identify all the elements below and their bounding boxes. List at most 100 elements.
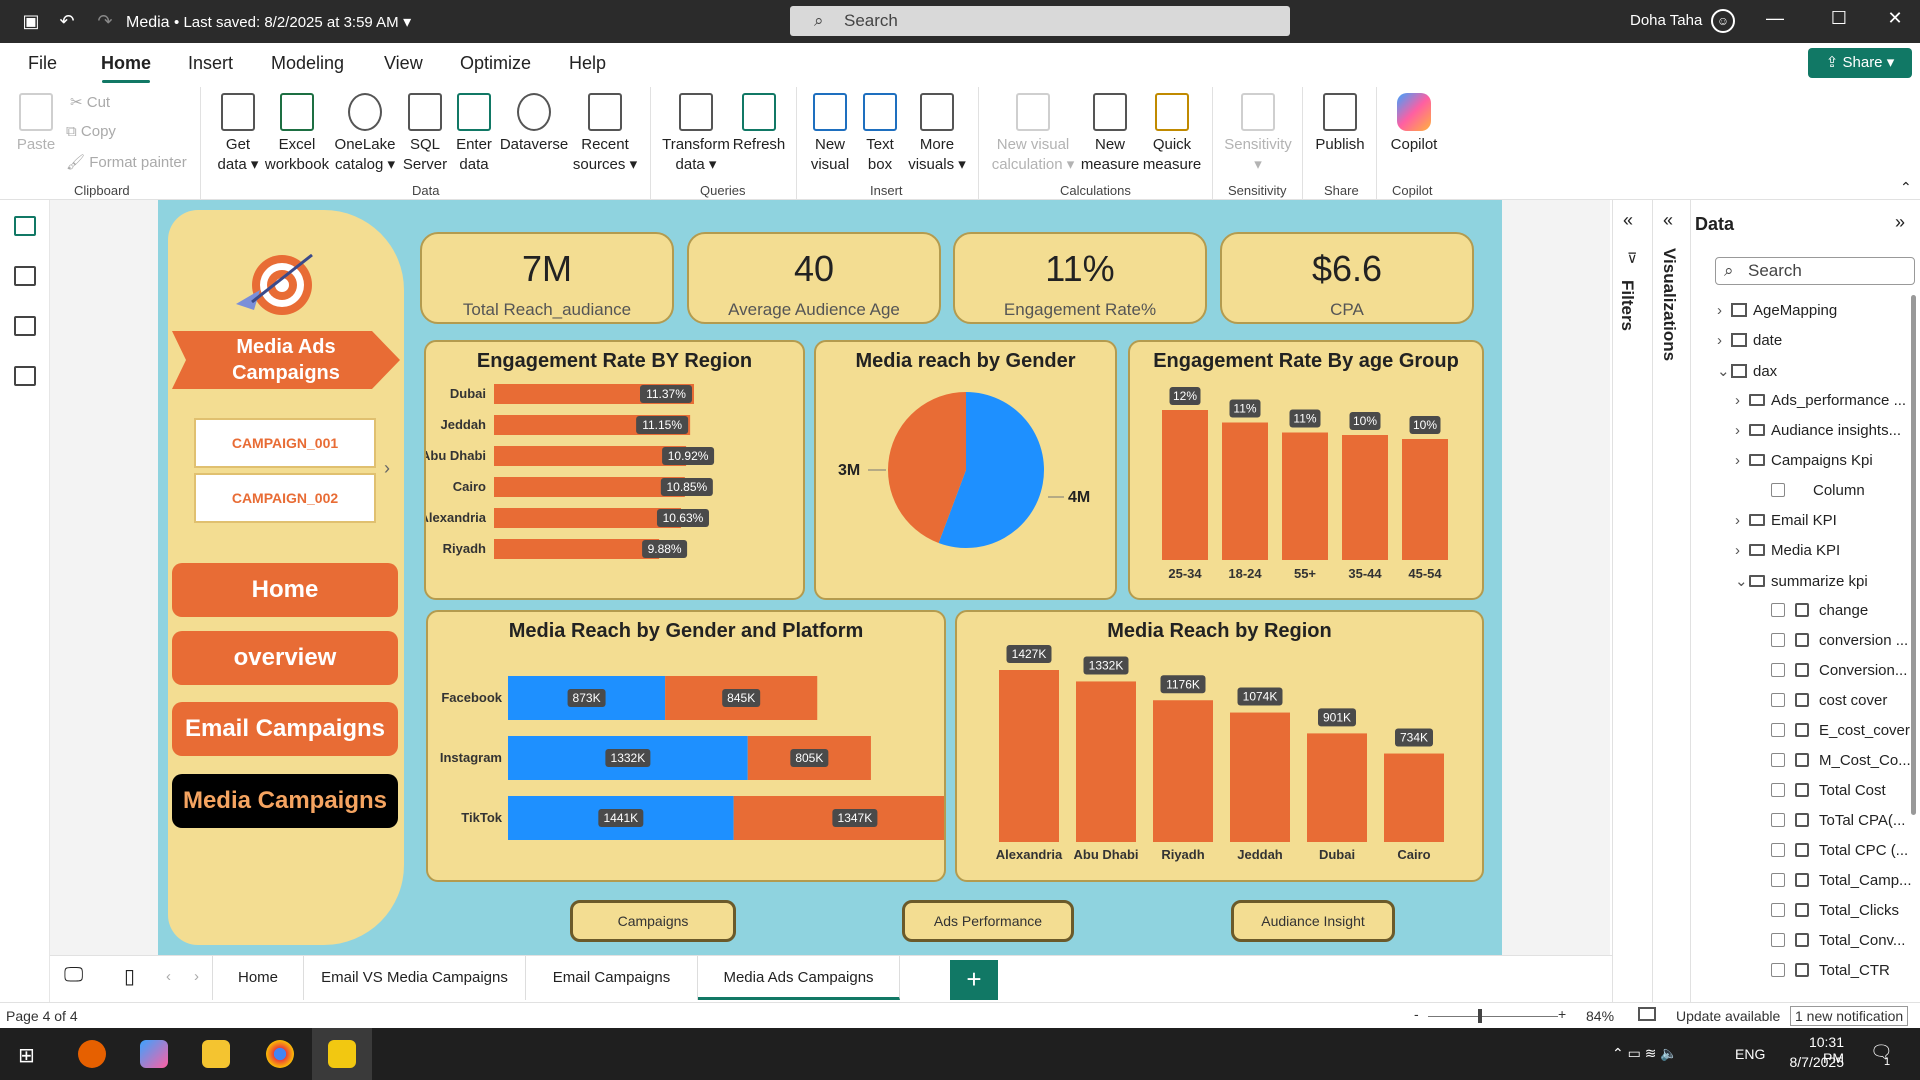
quick-measure-button[interactable]: Quick measure xyxy=(1140,93,1204,175)
sql-server-button[interactable]: SQL Server xyxy=(400,93,450,175)
collapse-ribbon-icon[interactable]: ⌃ xyxy=(1900,179,1912,195)
notification-badge[interactable]: 1 new notification xyxy=(1790,1006,1909,1026)
file-explorer-icon[interactable] xyxy=(202,1040,230,1068)
chart-card-reach-region[interactable]: Media Reach by Region 1427K Alexandria 133… xyxy=(955,610,1484,882)
field-item[interactable]: M_Cost_Co... xyxy=(1771,752,1911,769)
close-icon[interactable]: ✕ xyxy=(1887,8,1903,28)
checkbox[interactable] xyxy=(1771,663,1785,677)
expand-filters-icon[interactable]: « xyxy=(1623,210,1634,230)
field-item[interactable]: › Media KPI xyxy=(1735,542,1840,559)
chrome-icon[interactable] xyxy=(266,1040,294,1068)
dataverse-button[interactable]: Dataverse xyxy=(496,93,572,155)
field-item[interactable]: ⌄ dax xyxy=(1717,362,1777,380)
collapse-data-pane-icon[interactable]: » xyxy=(1895,212,1906,232)
field-item[interactable]: Total_Camp... xyxy=(1771,872,1912,889)
menu-home[interactable]: Home xyxy=(101,53,152,73)
zoom-in-button[interactable]: + xyxy=(1558,1006,1567,1022)
expand-visualizations-icon[interactable]: « xyxy=(1663,210,1674,230)
zoom-slider[interactable] xyxy=(1428,1016,1558,1017)
field-item[interactable]: Total CPC (... xyxy=(1771,842,1908,859)
paste-button[interactable]: Paste xyxy=(14,93,58,155)
expand-chevron-icon[interactable]: › xyxy=(1735,422,1740,439)
checkbox[interactable] xyxy=(1771,873,1785,887)
clock-date[interactable]: 8/7/2025 xyxy=(1789,1054,1845,1070)
checkbox[interactable] xyxy=(1771,843,1785,857)
transform-data-button[interactable]: Transform data ▾ xyxy=(660,93,732,175)
checkbox[interactable] xyxy=(1771,933,1785,947)
field-item[interactable]: change xyxy=(1771,602,1868,619)
language-indicator[interactable]: ENG xyxy=(1735,1046,1766,1062)
nav-overview-button[interactable]: overview xyxy=(172,631,398,685)
field-item[interactable]: Conversion... xyxy=(1771,662,1907,679)
field-item[interactable]: › Audiance insights... xyxy=(1735,422,1901,439)
filters-pane-collapsed[interactable]: « ⊽ Filters xyxy=(1613,200,1653,1010)
text-box-button[interactable]: Text box xyxy=(858,93,902,175)
cut-button[interactable]: ✂ Cut xyxy=(70,94,111,111)
expand-chevron-icon[interactable]: › xyxy=(1717,302,1722,319)
copy-button[interactable]: ⧉ Copy xyxy=(66,123,116,140)
field-item[interactable]: › Email KPI xyxy=(1735,512,1837,529)
recent-sources-button[interactable]: Recent sources ▾ xyxy=(570,93,640,175)
field-item[interactable]: ⌄ summarize kpi xyxy=(1735,572,1868,590)
chevron-right-icon[interactable]: › xyxy=(384,458,390,478)
field-item[interactable]: › AgeMapping xyxy=(1717,302,1837,319)
avatar[interactable]: ☺ xyxy=(1711,9,1735,33)
publish-button[interactable]: Publish xyxy=(1312,93,1368,155)
checkbox[interactable] xyxy=(1771,603,1785,617)
kpi-card-cpa[interactable]: $6.6 CPA xyxy=(1220,232,1474,324)
format-painter-button[interactable]: 🖌 Format painter xyxy=(66,154,187,171)
nav-home-button[interactable]: Home xyxy=(172,563,398,617)
add-page-button[interactable]: + xyxy=(950,960,998,1000)
field-item[interactable]: Total Cost xyxy=(1771,782,1886,799)
refresh-button[interactable]: Refresh xyxy=(730,93,788,155)
checkbox[interactable] xyxy=(1771,723,1785,737)
get-data-button[interactable]: Get data ▾ xyxy=(210,93,266,175)
enter-data-button[interactable]: Enter data xyxy=(452,93,496,175)
kpi-card-engagement[interactable]: 11% Engagement Rate% xyxy=(953,232,1207,324)
checkbox[interactable] xyxy=(1771,963,1785,977)
desktop-layout-icon[interactable]: 🖵 xyxy=(64,964,84,986)
field-item[interactable]: cost cover xyxy=(1771,692,1887,709)
visualizations-pane-collapsed[interactable]: « Visualizations xyxy=(1653,200,1691,1010)
onelake-catalog-button[interactable]: OneLake catalog ▾ xyxy=(330,93,400,175)
save-icon[interactable]: ▣ xyxy=(22,11,40,31)
checkbox[interactable] xyxy=(1771,693,1785,707)
field-item[interactable]: E_cost_cover xyxy=(1771,722,1910,739)
menu-help[interactable]: Help xyxy=(569,53,607,73)
new-visual-calculation-button[interactable]: New visual calculation ▾ xyxy=(988,93,1078,175)
table-view-icon[interactable] xyxy=(14,266,36,286)
mobile-layout-icon[interactable]: ▯ xyxy=(124,966,136,988)
field-item[interactable]: Total_Conv... xyxy=(1771,932,1905,949)
share-button[interactable]: ⇪ Share ▾ xyxy=(1808,48,1912,78)
field-item[interactable]: › Ads_performance ... xyxy=(1735,392,1906,409)
notification-center-icon[interactable]: 🗨 xyxy=(1870,1042,1893,1062)
data-search-input[interactable]: ⌕ Search xyxy=(1715,257,1915,285)
clock-time[interactable]: 10:31 PM xyxy=(1808,1034,1844,1066)
copilot-icon[interactable] xyxy=(140,1040,168,1068)
menu-modeling[interactable]: Modeling xyxy=(271,53,345,73)
tab-email-campaigns[interactable]: Email Campaigns xyxy=(526,956,698,1000)
expand-chevron-icon[interactable]: › xyxy=(1735,452,1740,469)
expand-chevron-icon[interactable]: ⌄ xyxy=(1717,363,1730,380)
field-item[interactable]: conversion ... xyxy=(1771,632,1908,649)
fit-to-page-icon[interactable] xyxy=(1638,1007,1656,1021)
menu-view[interactable]: View xyxy=(384,53,423,73)
nav-media-campaigns-button[interactable]: Media Campaigns xyxy=(172,774,398,828)
chart-card-engagement-region[interactable]: Engagement Rate BY Region Dubai 11.37% Jed… xyxy=(424,340,805,600)
field-item[interactable]: Column xyxy=(1771,482,1865,499)
copilot-button[interactable]: Copilot xyxy=(1386,93,1442,155)
field-item[interactable]: › Campaigns Kpi xyxy=(1735,452,1873,469)
campaign-slicer-item-1[interactable]: CAMPAIGN_001 xyxy=(194,418,376,468)
undo-icon[interactable]: ↶ xyxy=(59,11,75,31)
maximize-icon[interactable]: ☐ xyxy=(1830,8,1848,28)
next-page-icon[interactable]: › xyxy=(194,968,199,985)
expand-chevron-icon[interactable]: › xyxy=(1717,332,1722,349)
scrollbar[interactable] xyxy=(1911,295,1916,815)
checkbox[interactable] xyxy=(1771,813,1785,827)
tab-email-vs-media[interactable]: Email VS Media Campaigns xyxy=(304,956,526,1000)
ads-performance-button[interactable]: Ads Performance xyxy=(902,900,1074,942)
report-view-icon[interactable] xyxy=(14,216,36,236)
field-item[interactable]: Total_Clicks xyxy=(1771,902,1899,919)
chevron-down-icon[interactable]: ▾ xyxy=(403,14,412,31)
dax-query-icon[interactable] xyxy=(14,366,36,386)
